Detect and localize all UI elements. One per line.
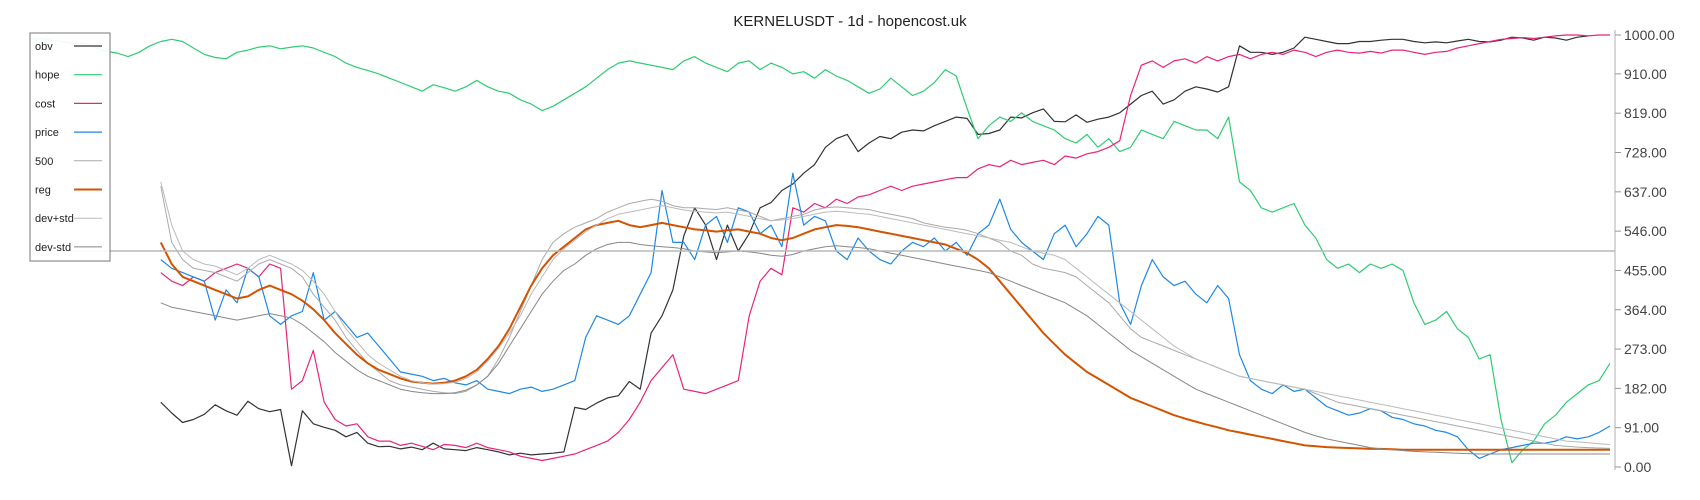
legend-label: cost [35, 98, 55, 110]
y-tick-label: 910.00 [1624, 66, 1667, 82]
legend-label: price [35, 127, 59, 139]
series-line-price [160, 172, 1611, 459]
y-tick-label: 819.00 [1624, 105, 1667, 121]
y-axis-ticks: 0.00 91.00 182.00 273.00 364.00 455.00 546.00 6… [1615, 27, 1675, 475]
legend-label: dev-std [35, 242, 71, 254]
y-tick-label: 546.00 [1624, 223, 1667, 239]
y-tick-label: 455.00 [1624, 262, 1667, 278]
legend-label: 500 [35, 156, 53, 168]
legend-label: dev+std [35, 213, 74, 225]
y-tick-label: 1000.00 [1624, 27, 1675, 43]
series-line-dev-std [160, 241, 1610, 455]
plot-area [29, 34, 1611, 467]
y-tick-label: 728.00 [1624, 145, 1667, 161]
y-tick-label: 273.00 [1624, 341, 1667, 357]
series-line-obv [160, 35, 1589, 467]
y-tick-label: 182.00 [1624, 380, 1667, 396]
legend-label: reg [35, 185, 51, 197]
legend-label: obv [35, 41, 53, 53]
y-tick-label: 637.00 [1624, 184, 1667, 200]
legend-box [29, 32, 111, 262]
legend-label: hope [35, 70, 59, 82]
series-line-hope [29, 37, 1611, 464]
series-line-dev-std [160, 181, 1611, 445]
y-tick-label: 91.00 [1624, 420, 1659, 436]
series-line-reg [159, 219, 1610, 451]
series-line-500 [160, 186, 1611, 449]
series-line-cost [160, 34, 1610, 462]
legend: obv hope cost price 500 reg dev+std dev-std [29, 32, 111, 262]
chart-title: KERNELUSDT - 1d - hopencost.uk [733, 13, 967, 30]
y-tick-label: 0.00 [1624, 459, 1651, 475]
y-tick-label: 364.00 [1624, 302, 1667, 318]
